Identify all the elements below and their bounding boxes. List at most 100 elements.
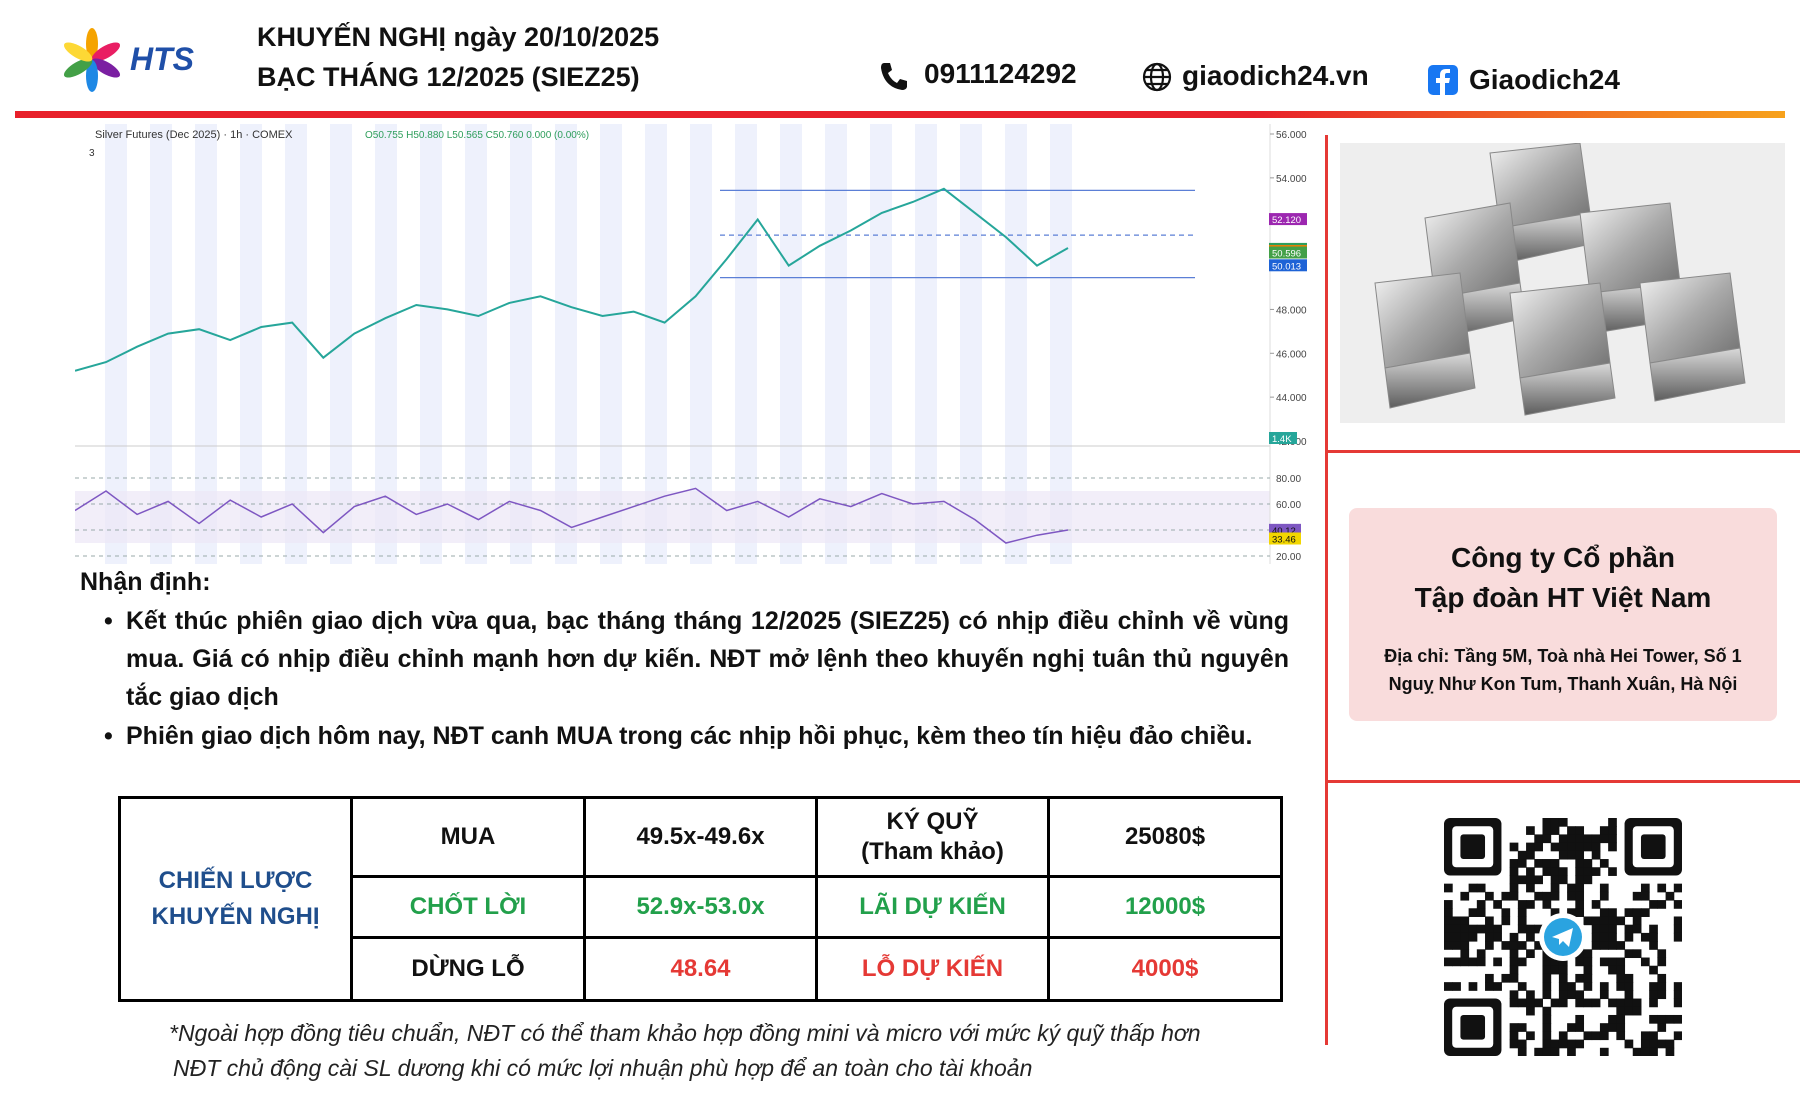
volume-tag: [1269, 432, 1297, 444]
qr-module: [1452, 932, 1461, 942]
qr-module: [1526, 850, 1535, 860]
qr-module: [1493, 900, 1502, 909]
qr-module: [1657, 1023, 1667, 1032]
qr-module: [1542, 867, 1552, 876]
qr-module: [1616, 916, 1626, 926]
qr-module: [1550, 957, 1560, 967]
qr-module: [1542, 1006, 1552, 1016]
qr-module: [1608, 908, 1617, 917]
qr-module: [1558, 998, 1568, 1008]
qr-module: [1665, 1039, 1675, 1049]
qr-module: [1665, 891, 1675, 901]
qr-module: [1558, 965, 1568, 975]
note: NĐT chủ động cài SL dương khi có mức lợi…: [173, 1055, 1033, 1081]
qr-module: [1616, 1031, 1626, 1041]
qr-module: [1526, 932, 1535, 942]
qr-module: [1624, 998, 1634, 1008]
qr-module: [1517, 982, 1527, 991]
y-tick-label: 44.000: [1276, 393, 1307, 404]
qr-module: [1673, 932, 1682, 942]
qr-module: [1517, 1023, 1527, 1032]
qr-module: [1575, 842, 1585, 852]
qr-module: [1649, 982, 1658, 991]
indicator-count: 3: [89, 148, 95, 159]
qr-finder: [1460, 834, 1486, 860]
qr-module: [1444, 908, 1453, 917]
qr-module: [1657, 1014, 1667, 1024]
website: giaodich24.vn: [1182, 60, 1369, 91]
qr-module: [1452, 957, 1461, 967]
qr-module: [1517, 998, 1527, 1008]
qr-module: [1476, 957, 1486, 967]
cell: 52.9x-53.0x: [583, 875, 818, 939]
telegram-plane: [1552, 928, 1573, 947]
session-band: [240, 124, 262, 564]
qr-module: [1558, 982, 1568, 991]
session-band: [1050, 124, 1072, 564]
qr-module: [1665, 1014, 1675, 1024]
qr-module: [1501, 916, 1511, 926]
qr-module: [1542, 1023, 1552, 1032]
price-tag-label: 50.596: [1272, 249, 1301, 260]
qr-module: [1632, 908, 1642, 917]
qr-module: [1542, 826, 1552, 835]
qr-module: [1444, 941, 1453, 950]
qr-module: [1599, 826, 1609, 835]
qr-module: [1460, 957, 1470, 967]
qr-module: [1452, 941, 1461, 950]
qr-module: [1649, 932, 1658, 942]
qr-module: [1509, 1023, 1519, 1032]
qr-module: [1567, 1039, 1576, 1049]
qr-module: [1583, 982, 1593, 991]
qr-finder: [1640, 834, 1666, 860]
qr-module: [1624, 982, 1634, 991]
qr-module: [1616, 1006, 1626, 1016]
qr-module: [1526, 949, 1535, 959]
qr-module: [1550, 998, 1560, 1008]
qr-module: [1542, 834, 1552, 844]
qr-module: [1657, 973, 1667, 983]
strategy-label: CHIẾN LƯỢC KHUYẾN NGHỊ: [118, 796, 353, 1002]
qr-module: [1509, 1031, 1519, 1041]
qr-module: [1460, 891, 1470, 901]
qr-module: [1624, 990, 1634, 1000]
y-tick-label: 54.000: [1276, 174, 1307, 185]
qr-module: [1673, 1031, 1682, 1041]
qr-module: [1534, 998, 1543, 1008]
title: KHUYẾN NGHỊ ngày 20/10/2025: [257, 22, 660, 52]
analysis-bullet: Phiên giao dịch hôm nay, NĐT canh MUA tr…: [104, 717, 1289, 755]
qr-module: [1485, 973, 1494, 983]
qr-module: [1665, 1047, 1675, 1056]
qr-module: [1575, 1023, 1585, 1032]
qr-module: [1567, 850, 1576, 860]
session-band: [690, 124, 712, 564]
qr-module: [1468, 957, 1478, 967]
y-tick-label: 46.000: [1276, 349, 1307, 360]
chart-title: Silver Futures (Dec 2025) · 1h · COMEX: [95, 129, 293, 141]
qr-module: [1575, 900, 1585, 909]
qr-module: [1526, 883, 1535, 893]
qr-module: [1534, 941, 1543, 950]
qr-module: [1550, 867, 1560, 876]
qr-module: [1583, 842, 1593, 852]
qr-module: [1657, 949, 1667, 959]
qr-module: [1575, 826, 1585, 835]
qr-module: [1550, 908, 1560, 917]
qr-module: [1501, 973, 1511, 983]
analysis-heading: Nhận định:: [80, 568, 211, 596]
qr-module: [1476, 908, 1486, 917]
session-band: [735, 124, 757, 564]
qr-module: [1509, 957, 1519, 967]
qr-module: [1542, 990, 1552, 1000]
qr-module: [1550, 842, 1560, 852]
qr-module: [1616, 1023, 1626, 1032]
volume-tag-label: 1.4K: [1272, 434, 1292, 445]
qr-module: [1599, 1047, 1609, 1056]
qr-module: [1452, 982, 1461, 991]
qr-module: [1558, 973, 1568, 983]
qr-module: [1493, 924, 1502, 934]
qr-module: [1542, 982, 1552, 991]
qr-module: [1608, 834, 1617, 844]
qr-module: [1575, 998, 1585, 1008]
qr-module: [1526, 875, 1535, 885]
